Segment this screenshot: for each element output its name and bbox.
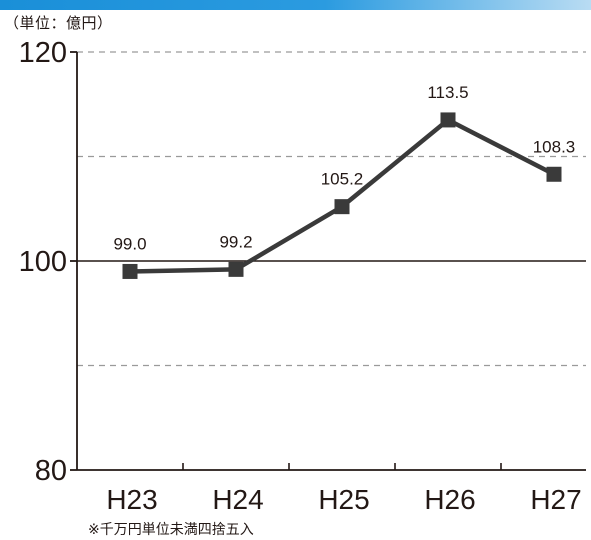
x-tick-label-H23: H23 bbox=[106, 484, 157, 515]
top-accent-bar bbox=[0, 0, 591, 10]
data-label-H25: 105.2 bbox=[321, 170, 364, 189]
unit-label: （単位：億円） bbox=[4, 14, 113, 32]
series-line bbox=[129, 117, 556, 274]
data-label-H24: 99.2 bbox=[219, 232, 252, 251]
footnote: ※千万円単位未満四捨五入 bbox=[88, 522, 254, 538]
data-point-H27 bbox=[546, 166, 562, 182]
x-tick-label-H27: H27 bbox=[530, 484, 581, 515]
data-label-H23: 99.0 bbox=[113, 234, 146, 253]
data-label-H27: 108.3 bbox=[533, 137, 576, 156]
data-point-H25 bbox=[334, 199, 350, 215]
x-tick-label-H26: H26 bbox=[424, 484, 475, 515]
data-label-H26: 113.5 bbox=[427, 83, 468, 102]
data-point-H26 bbox=[440, 112, 456, 128]
data-point-H24 bbox=[228, 261, 244, 277]
y-tick-label-120: 120 bbox=[19, 37, 67, 69]
x-tick-label-H24: H24 bbox=[212, 484, 263, 515]
y-tick-label-80: 80 bbox=[35, 455, 67, 487]
y-tick-label-100: 100 bbox=[19, 246, 67, 278]
data-point-H23 bbox=[122, 263, 138, 279]
x-tick-label-H25: H25 bbox=[318, 484, 369, 515]
